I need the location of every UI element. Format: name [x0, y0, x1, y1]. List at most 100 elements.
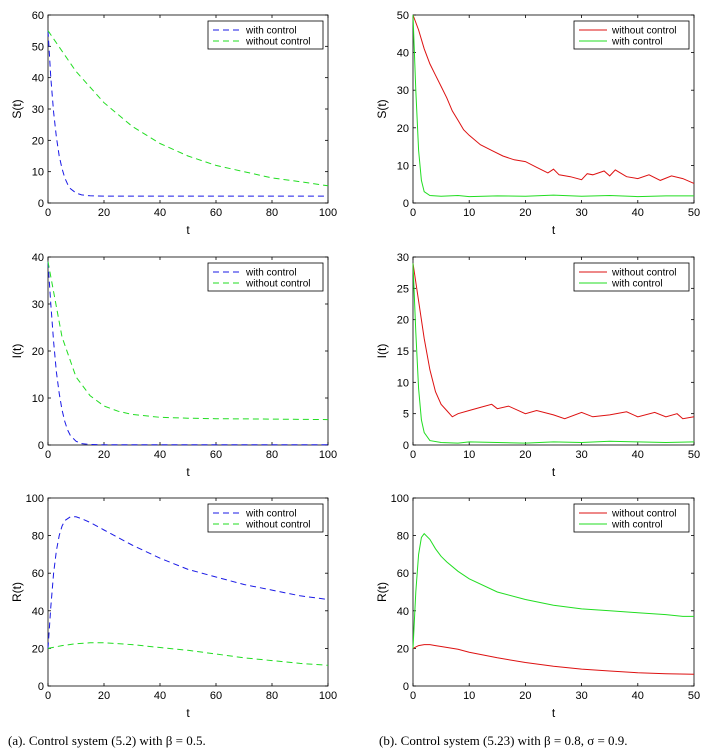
y-tick-label: 20 [397, 643, 409, 655]
chart-S-left: 0 20 40 60 80 100 0 10 20 30 40 50 60 t S(t) with contr… [10, 10, 337, 237]
x-axis-label: t [552, 223, 556, 237]
x-tick-label: 30 [575, 690, 587, 702]
x-axis-label: t [552, 706, 556, 720]
y-tick-label: 40 [397, 48, 409, 60]
y-tick-label: 30 [32, 104, 44, 116]
plot-area [412, 14, 695, 204]
y-tick-label: 0 [403, 681, 409, 693]
chart-R-right: 0 10 20 30 40 50 0 20 40 60 80 100 t R(t) without cont… [375, 493, 700, 720]
series-line-with-control [47, 516, 329, 649]
series-line-with-control [412, 14, 694, 198]
x-tick-label: 40 [632, 449, 644, 461]
y-tick-label: 40 [397, 606, 409, 618]
y-axis-label: S(t) [375, 99, 389, 118]
y-tick-label: 10 [397, 160, 409, 172]
y-axis-label: S(t) [10, 99, 24, 118]
legend-label: with control [611, 520, 663, 531]
y-tick-label: 15 [397, 346, 409, 358]
legend-label: with control [611, 279, 663, 290]
y-axis-label: I(t) [10, 344, 24, 359]
x-tick-label: 40 [154, 207, 166, 219]
y-tick-label: 100 [391, 493, 409, 505]
y-tick-label: 40 [32, 606, 44, 618]
series-line-without-control [412, 644, 695, 675]
x-tick-label: 60 [210, 207, 222, 219]
y-axis-label: R(t) [375, 582, 389, 602]
legend-box [573, 503, 690, 533]
x-tick-label: 60 [210, 690, 222, 702]
x-tick-label: 0 [45, 449, 51, 461]
y-tick-label: 60 [397, 568, 409, 580]
y-tick-label: 25 [397, 283, 409, 295]
series-line-with-control [412, 532, 694, 649]
chart-I-left: 0 20 40 60 80 100 0 10 20 30 40 t I(t) with controlwi… [10, 252, 337, 479]
y-tick-label: 0 [38, 440, 44, 452]
x-tick-label: 20 [519, 449, 531, 461]
caption-right: (b). Control system (5.23) with β = 0.8,… [379, 733, 628, 748]
y-tick-label: 20 [397, 315, 409, 327]
y-tick-label: 20 [397, 123, 409, 135]
legend-box [573, 262, 690, 292]
x-tick-label: 0 [45, 690, 51, 702]
y-tick-label: 80 [397, 531, 409, 543]
legend-label: with control [245, 268, 297, 279]
y-tick-label: 40 [32, 252, 44, 264]
y-tick-label: 50 [32, 41, 44, 53]
legend-label: without control [245, 37, 310, 48]
y-tick-label: 100 [26, 493, 44, 505]
x-tick-label: 10 [463, 449, 475, 461]
x-tick-label: 100 [319, 690, 337, 702]
legend-label: with control [245, 509, 297, 520]
x-tick-label: 10 [463, 207, 475, 219]
y-tick-label: 30 [397, 85, 409, 97]
y-tick-label: 30 [397, 252, 409, 264]
x-tick-label: 40 [154, 690, 166, 702]
y-tick-label: 0 [38, 198, 44, 210]
chart-R-left: 0 20 40 60 80 100 0 20 40 60 80 100 t R(t) with contro… [10, 493, 337, 720]
x-tick-label: 10 [463, 690, 475, 702]
x-axis-label: t [552, 465, 556, 479]
x-tick-label: 30 [575, 449, 587, 461]
x-axis-label: t [186, 465, 190, 479]
x-tick-label: 20 [98, 207, 110, 219]
y-tick-label: 0 [403, 198, 409, 210]
series-line-with-control [412, 263, 695, 444]
y-tick-label: 80 [32, 531, 44, 543]
y-tick-label: 50 [397, 10, 409, 22]
legend-label: without control [245, 279, 310, 290]
x-tick-label: 100 [319, 449, 337, 461]
y-tick-label: 20 [32, 135, 44, 147]
legend-box [573, 20, 690, 50]
legend-box [207, 20, 324, 50]
x-tick-label: 80 [266, 690, 278, 702]
y-tick-label: 20 [32, 346, 44, 358]
y-tick-label: 5 [403, 409, 409, 421]
series-line-with-control [47, 30, 328, 197]
y-axis-label: R(t) [10, 582, 24, 602]
x-tick-label: 40 [632, 690, 644, 702]
legend-box [207, 503, 324, 533]
plot-area [47, 497, 329, 687]
x-tick-label: 0 [45, 207, 51, 219]
x-tick-label: 0 [410, 449, 416, 461]
x-tick-label: 30 [575, 207, 587, 219]
y-tick-label: 10 [32, 167, 44, 179]
chart-S-right: 0 10 20 30 40 50 0 10 20 30 40 50 t S(t) without contr… [375, 10, 700, 237]
x-tick-label: 60 [210, 449, 222, 461]
x-tick-label: 50 [688, 207, 700, 219]
x-tick-label: 40 [154, 449, 166, 461]
legend-label: without control [611, 509, 676, 520]
series-line-without-control [47, 30, 329, 187]
series-line-without-control [412, 14, 695, 184]
y-tick-label: 20 [32, 643, 44, 655]
series-line-without-control [412, 263, 695, 420]
legend-label: without control [611, 268, 676, 279]
caption-left: (a). Control system (5.2) with β = 0.5. [8, 733, 206, 748]
series-line-without-control [47, 642, 329, 666]
